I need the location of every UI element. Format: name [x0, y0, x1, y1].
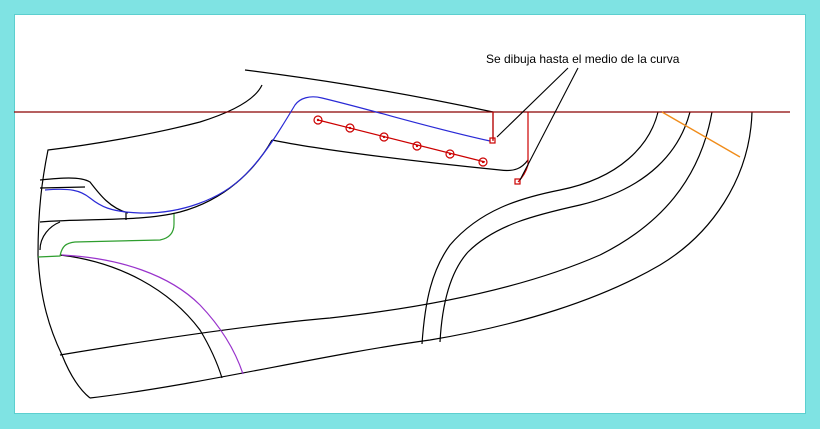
- red-square-marker: [489, 137, 496, 144]
- quarter-line: [39, 221, 61, 251]
- eyestay-inner: [439, 111, 691, 343]
- collar-inner-outline: [39, 177, 129, 214]
- collar-line-2: [39, 186, 86, 189]
- heel-counter-outline: [59, 254, 223, 379]
- heel-collar-outline: [37, 84, 263, 399]
- lower-seam-outline: [59, 111, 713, 356]
- red-vertical-line-2: [517, 112, 529, 183]
- annotation-leader-1: [496, 67, 569, 138]
- red-point-marker: [345, 123, 355, 133]
- annotation-leader-2: [519, 67, 579, 181]
- vamp-outline: [271, 139, 529, 172]
- eyestay-outer: [421, 111, 659, 345]
- red-point-marker: [445, 149, 455, 159]
- bottom-outline: [89, 111, 753, 399]
- topline-outline: [244, 69, 494, 140]
- red-center-line: [317, 119, 486, 163]
- red-point-marker: [379, 132, 389, 142]
- red-square-marker: [514, 178, 521, 185]
- annotation-text: Se dibuja hasta el medio de la curva: [486, 52, 680, 66]
- orange-offset-line: [661, 111, 741, 158]
- drawing-canvas: [14, 14, 806, 414]
- red-point-marker: [478, 157, 488, 167]
- red-point-marker: [313, 115, 323, 125]
- throat-outline: [39, 139, 273, 223]
- blue-topline-curve: [44, 96, 491, 214]
- purple-heel-curve: [61, 254, 244, 375]
- red-point-marker: [412, 141, 422, 151]
- green-quarter-curve: [37, 214, 175, 258]
